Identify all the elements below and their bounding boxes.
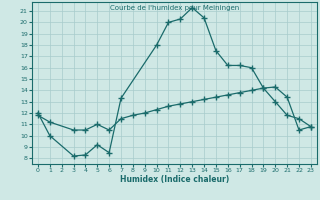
Text: Courbe de l'humidex pour Meiningen: Courbe de l'humidex pour Meiningen: [110, 5, 239, 11]
X-axis label: Humidex (Indice chaleur): Humidex (Indice chaleur): [120, 175, 229, 184]
